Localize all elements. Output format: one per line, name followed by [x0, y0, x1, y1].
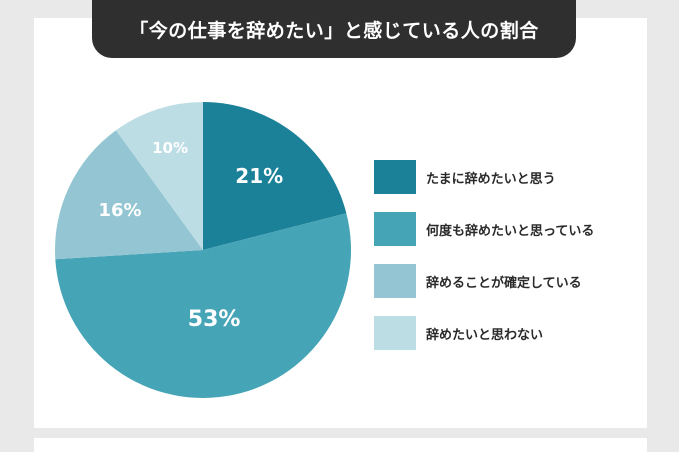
chart-title-bar: 「今の仕事を辞めたい」と感じている人の割合	[92, 0, 576, 58]
legend-label-2: 何度も辞めたいと思っている	[426, 223, 595, 239]
slice-label-1: 21%	[235, 164, 283, 188]
legend-item-2: 何度も辞めたいと思っている	[374, 212, 594, 246]
legend-label-1: たまに辞めたいと思う	[426, 171, 556, 187]
chart-title: 「今の仕事を辞めたい」と感じている人の割合	[129, 19, 539, 42]
slice-label-3: 16%	[98, 200, 141, 221]
legend-swatch-3	[374, 264, 416, 298]
pie-slice-1	[203, 102, 347, 250]
footer-strip	[34, 438, 647, 452]
legend: たまに辞めたいと思う 何度も辞めたいと思っている 辞めることが確定している 辞め…	[374, 160, 594, 368]
legend-swatch-4	[374, 316, 416, 350]
slice-label-4: 10%	[152, 139, 188, 157]
legend-label-3: 辞めることが確定している	[426, 275, 582, 291]
legend-item-3: 辞めることが確定している	[374, 264, 594, 298]
pie-slice-3	[55, 130, 203, 260]
pie-slice-2	[55, 213, 351, 398]
pie-slice-4	[116, 102, 203, 250]
legend-label-4: 辞めたいと思わない	[426, 327, 544, 343]
legend-item-1: たまに辞めたいと思う	[374, 160, 594, 194]
legend-swatch-1	[374, 160, 416, 194]
legend-swatch-2	[374, 212, 416, 246]
slice-label-2: 53%	[188, 307, 241, 332]
legend-item-4: 辞めたいと思わない	[374, 316, 594, 350]
